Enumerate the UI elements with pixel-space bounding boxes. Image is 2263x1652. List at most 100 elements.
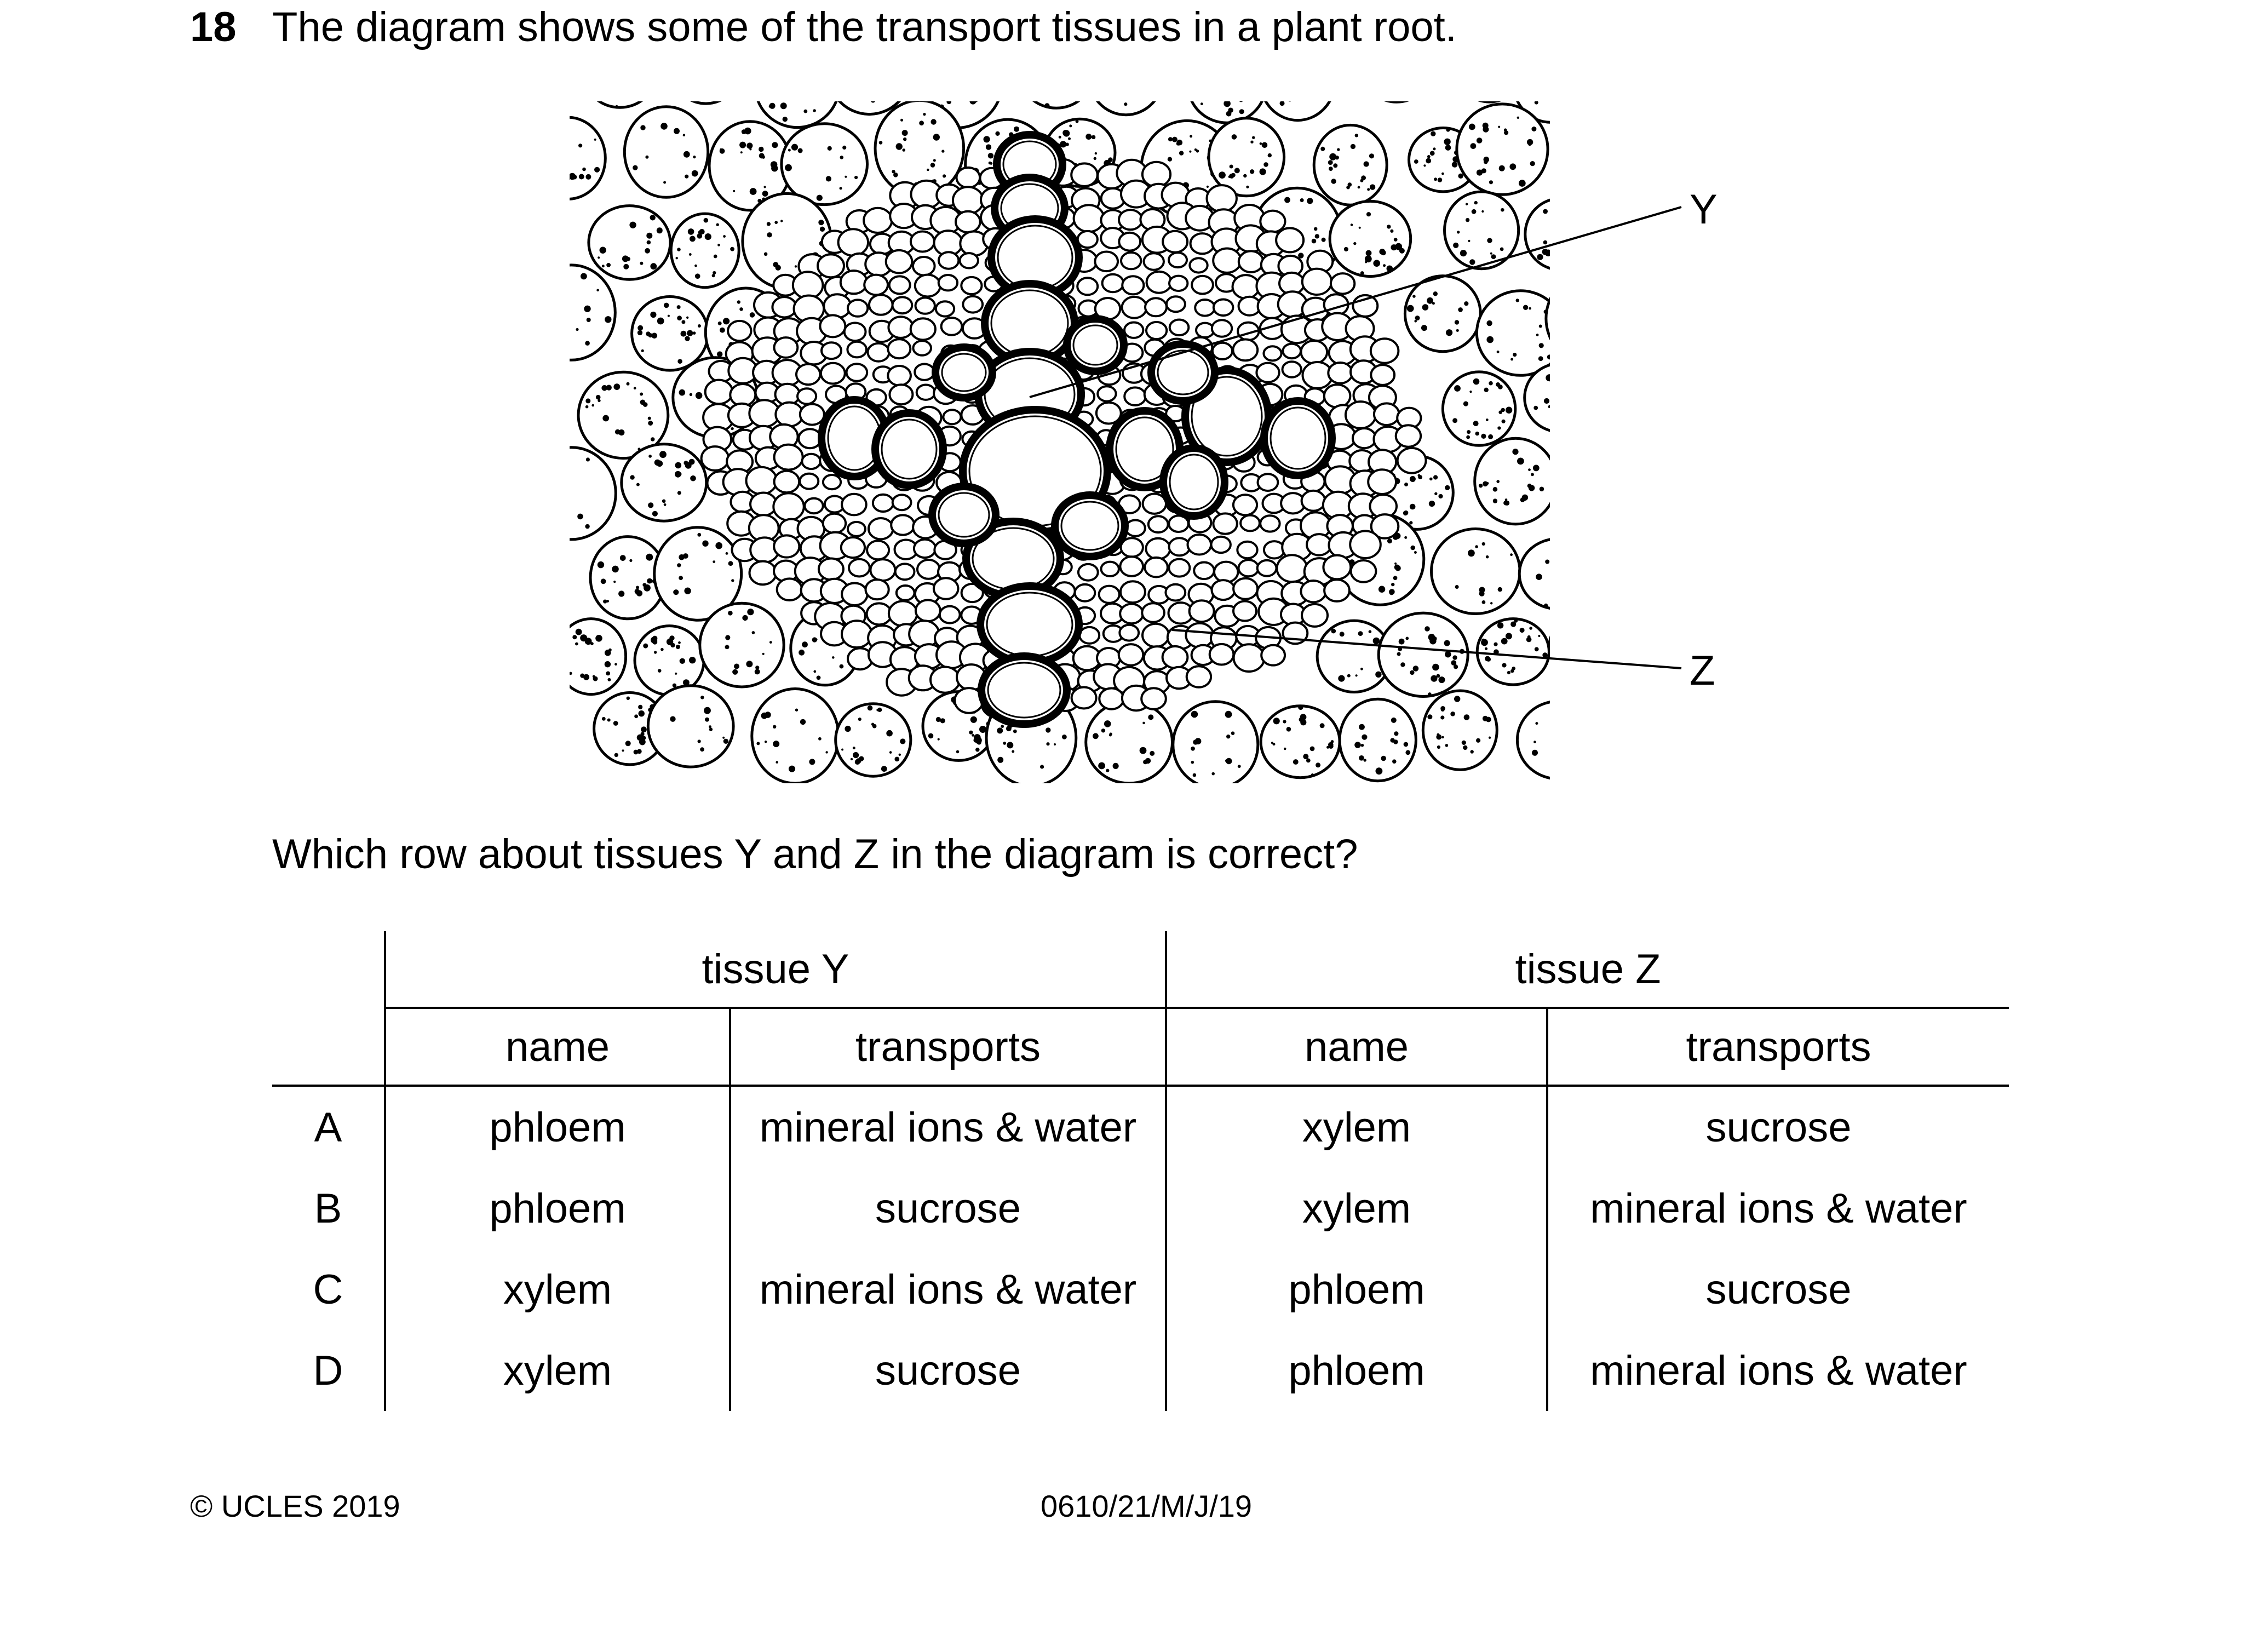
starch-grain xyxy=(559,293,565,299)
cortex-cell xyxy=(1473,437,1550,526)
starch-grain xyxy=(850,758,853,761)
starch-grain xyxy=(1353,242,1357,245)
starch-grain xyxy=(676,305,681,309)
starch-grain xyxy=(1579,510,1582,513)
starch-grain xyxy=(931,119,937,125)
starch-grain xyxy=(776,761,778,764)
starch-grain xyxy=(1604,352,1609,357)
starch-grain xyxy=(1564,378,1570,384)
small-cell xyxy=(1100,560,1120,577)
starch-grain xyxy=(997,756,1004,763)
starch-grain xyxy=(572,174,577,180)
starch-grain xyxy=(1668,587,1675,594)
small-cell xyxy=(1301,603,1329,628)
starch-grain xyxy=(558,652,564,658)
small-cell xyxy=(1194,299,1216,317)
starch-grain xyxy=(597,561,605,569)
starch-grain xyxy=(672,683,677,688)
starch-grain xyxy=(1441,172,1444,175)
starch-grain xyxy=(1506,88,1511,89)
starch-grain xyxy=(677,359,682,364)
starch-grain xyxy=(1528,468,1531,471)
starch-grain xyxy=(756,742,760,745)
starch-grain xyxy=(872,724,877,729)
starch-grain xyxy=(1658,410,1663,414)
starch-grain xyxy=(1438,676,1445,684)
starch-grain xyxy=(606,600,609,603)
starch-grain xyxy=(1578,169,1582,173)
group-header-tissue-y: tissue Y xyxy=(385,931,1167,1009)
starch-grain xyxy=(1309,746,1315,752)
starch-grain xyxy=(1542,652,1548,658)
small-cell xyxy=(817,557,845,581)
starch-grain xyxy=(650,437,655,441)
starch-grain xyxy=(717,351,723,357)
small-cell xyxy=(1189,232,1215,255)
starch-grain xyxy=(1191,710,1198,718)
small-cell xyxy=(1188,257,1209,274)
starch-grain xyxy=(1354,134,1358,137)
starch-grain xyxy=(762,191,768,197)
starch-grain xyxy=(551,487,557,494)
starch-grain xyxy=(548,169,549,172)
small-cell xyxy=(845,363,869,382)
starch-grain xyxy=(1488,736,1491,739)
small-cell xyxy=(1119,603,1144,625)
starch-grain xyxy=(1659,561,1664,567)
starch-grain xyxy=(1397,652,1401,656)
starch-grain xyxy=(1593,183,1598,189)
starch-grain xyxy=(1338,675,1345,682)
starch-grain xyxy=(1528,143,1531,146)
starch-grain xyxy=(684,587,691,594)
small-cell xyxy=(938,605,961,624)
starch-grain xyxy=(1427,714,1433,720)
label-line-y xyxy=(1029,206,1682,398)
starch-grain xyxy=(1191,746,1195,751)
starch-grain xyxy=(717,321,722,325)
starch-grain xyxy=(1394,731,1399,736)
starch-grain xyxy=(933,159,936,162)
starch-grain xyxy=(1229,173,1234,179)
starch-grain xyxy=(1054,743,1056,745)
starch-grain xyxy=(618,429,625,436)
starch-grain xyxy=(597,89,603,95)
starch-grain xyxy=(646,232,653,239)
starch-grain xyxy=(1196,150,1199,153)
small-cell xyxy=(958,252,979,269)
starch-grain xyxy=(1094,152,1098,155)
starch-grain xyxy=(1347,182,1352,187)
table-row-c: C xylem mineral ions & water phloem sucr… xyxy=(272,1249,2009,1330)
starch-grain xyxy=(644,584,651,592)
starch-grain xyxy=(1630,434,1636,440)
starch-grain xyxy=(1483,481,1488,487)
starch-grain xyxy=(1445,145,1451,151)
cortex-cell xyxy=(1207,117,1286,198)
small-cell xyxy=(929,666,961,694)
starch-grain xyxy=(1320,146,1325,151)
starch-grain xyxy=(603,599,607,604)
xylem-vessel xyxy=(938,492,990,538)
starch-grain xyxy=(1234,168,1240,174)
starch-grain xyxy=(1093,733,1099,739)
starch-grain xyxy=(677,491,681,495)
starch-grain xyxy=(1440,708,1445,712)
starch-grain xyxy=(613,581,616,583)
starch-grain xyxy=(1466,435,1470,439)
small-cell xyxy=(914,599,941,623)
cortex-cell xyxy=(1595,698,1667,768)
starch-grain xyxy=(1628,748,1632,753)
small-cell xyxy=(955,166,981,189)
starch-grain xyxy=(616,105,618,107)
starch-grain xyxy=(584,305,591,312)
starch-grain xyxy=(757,91,763,96)
starch-grain xyxy=(1458,173,1463,179)
starch-grain xyxy=(675,462,682,469)
starch-grain xyxy=(596,289,599,292)
starch-grain xyxy=(677,248,681,251)
starch-grain xyxy=(1548,405,1550,409)
starch-grain xyxy=(1598,158,1603,163)
small-cell xyxy=(820,341,842,360)
label-y: Y xyxy=(1690,186,1718,233)
cortex-cell xyxy=(1559,449,1630,524)
header-row-groups: tissue Y tissue Z xyxy=(272,931,2009,1087)
